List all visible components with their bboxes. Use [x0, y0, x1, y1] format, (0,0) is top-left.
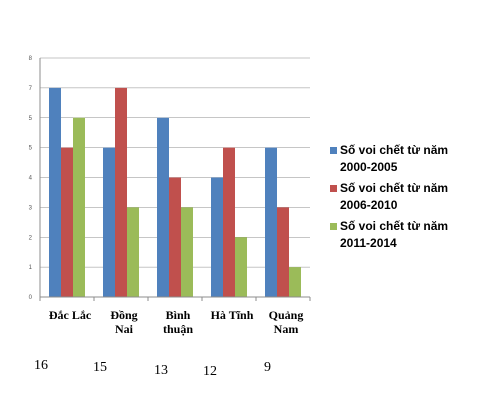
bar	[127, 207, 139, 297]
y-tick-label: 1	[29, 265, 33, 271]
bar	[115, 87, 127, 297]
x-category-label: Đồng	[110, 308, 137, 322]
bar	[73, 117, 85, 297]
bar	[211, 177, 223, 297]
bar	[103, 147, 115, 297]
y-tick-label: 2	[29, 235, 33, 241]
total-label-5: 9	[264, 360, 271, 375]
bars	[49, 87, 301, 297]
legend-label: 2006-2010	[340, 198, 398, 212]
bar	[235, 237, 247, 297]
x-category-label: Đắc Lắc	[49, 308, 92, 322]
bar	[49, 87, 61, 297]
total-label-2: 15	[93, 360, 107, 375]
y-tick-label: 8	[29, 56, 33, 62]
total-label-4: 12	[203, 364, 217, 379]
legend-label: Số voi chết từ năm	[340, 181, 448, 195]
y-tick-label: 5	[29, 116, 33, 122]
total-label-3: 13	[154, 363, 168, 378]
y-tick-label: 5	[29, 146, 33, 152]
bar	[61, 147, 73, 297]
legend-label: Số voi chết từ năm	[340, 219, 448, 233]
x-category-label: thuận	[163, 322, 193, 336]
legend-label: Số voi chết từ năm	[340, 143, 448, 157]
y-tick-label: 7	[29, 86, 33, 92]
x-category-label: Nam	[274, 322, 299, 336]
bar	[277, 207, 289, 297]
total-label-1: 16	[34, 358, 48, 373]
legend-label: 2000-2005	[340, 160, 398, 174]
y-tick-label: 4	[29, 176, 33, 182]
bar	[181, 207, 193, 297]
legend: Số voi chết từ năm 2000-2005 Số voi chết t…	[330, 143, 448, 250]
legend-swatch	[330, 147, 337, 154]
bar	[289, 267, 301, 297]
legend-label: 2011-2014	[340, 236, 397, 250]
bar	[157, 117, 169, 297]
x-category-label: Bình	[166, 308, 191, 322]
y-tick-label: 0	[29, 295, 33, 301]
x-category-label: Quảng	[269, 308, 304, 322]
bar	[265, 147, 277, 297]
y-tick-label: 3	[29, 205, 33, 211]
legend-swatch	[330, 185, 337, 192]
legend-swatch	[330, 223, 337, 230]
bar	[223, 147, 235, 297]
bar	[169, 177, 181, 297]
x-category-label: Nai	[115, 322, 134, 336]
x-category-label: Hà Tĩnh	[211, 308, 254, 322]
